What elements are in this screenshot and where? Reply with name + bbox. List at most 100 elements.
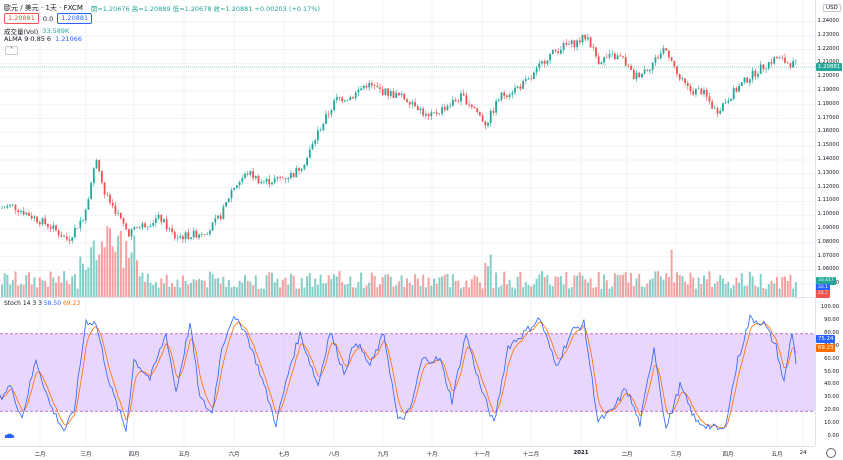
candle-body <box>244 173 246 179</box>
sell-price-button[interactable]: 1.20881 <box>4 13 39 24</box>
candle-body <box>249 171 252 175</box>
candle-body <box>33 216 36 219</box>
volume-bar <box>484 263 487 297</box>
candle-body <box>762 64 765 70</box>
volume-bar <box>527 284 530 297</box>
volume-bar <box>163 283 165 297</box>
volume-bar <box>586 282 589 297</box>
time-axis[interactable]: 二月 三月 四月 五月 六月 七月 八月 九月 十月 十一月 十二月 2021 二月 三月 四月 五月 24 <box>0 446 815 460</box>
volume-bar <box>681 276 684 297</box>
last-price-tag: 1.20881 <box>816 63 843 71</box>
candle-body <box>462 93 465 96</box>
volume-bar <box>640 286 643 297</box>
volume-bar <box>52 277 55 297</box>
volume-bar <box>308 273 311 297</box>
volume-bar <box>262 288 265 297</box>
volume-bar <box>592 287 595 297</box>
volume-bar <box>152 284 155 297</box>
candle-body <box>344 100 346 102</box>
volume-bar <box>784 276 786 297</box>
candle-body <box>697 88 700 90</box>
buy-price-button[interactable]: 1.20881 <box>57 13 93 24</box>
candle-body <box>452 99 454 106</box>
candle-body <box>119 212 122 219</box>
time-axis-label: 十月 <box>426 452 438 458</box>
time-axis-label: 五月 <box>771 452 783 458</box>
gear-icon[interactable] <box>826 448 836 458</box>
volume-bar <box>168 286 171 297</box>
cloud-icon[interactable] <box>4 433 15 439</box>
volume-bar <box>38 277 41 297</box>
candle-body <box>570 40 573 45</box>
candle-body <box>479 112 481 116</box>
volume-bar <box>100 241 103 297</box>
volume-bar <box>203 280 206 297</box>
candle-body <box>792 61 794 68</box>
candle-body <box>98 160 101 172</box>
candle-body <box>573 40 576 48</box>
candle-body <box>781 57 784 59</box>
volume-bar <box>103 247 106 297</box>
volume-bar <box>546 275 549 297</box>
candle-body <box>616 55 619 60</box>
volume-bar <box>716 281 719 297</box>
pane-separator[interactable] <box>0 297 815 298</box>
currency-badge[interactable]: USD <box>823 4 841 12</box>
volume-bar <box>465 280 468 297</box>
candle-body <box>125 223 128 230</box>
volume-bar <box>457 280 460 297</box>
candle-body <box>533 72 535 79</box>
candle-body <box>1 207 3 209</box>
candle-body <box>514 87 516 93</box>
candle-body <box>419 108 422 111</box>
volume-bar <box>306 276 309 297</box>
time-axis-label: 六月 <box>228 452 240 458</box>
collapse-legend-button[interactable]: ^ <box>5 46 18 55</box>
volume-bar <box>713 283 716 297</box>
candle-body <box>649 69 651 71</box>
volume-bar <box>1 284 3 297</box>
volume-bar <box>65 280 68 297</box>
volume-bar <box>600 288 603 297</box>
volume-bar <box>557 276 560 297</box>
volume-bar <box>252 285 255 297</box>
candle-body <box>360 88 362 90</box>
volume-bar <box>335 276 338 297</box>
volume-bar <box>146 273 149 297</box>
volume-bar <box>114 251 117 297</box>
volume-bar <box>125 241 128 297</box>
candle-body <box>3 207 6 209</box>
candle-body <box>670 57 673 61</box>
candle-body <box>784 57 786 63</box>
candle-body <box>133 227 136 230</box>
volume-bar <box>689 272 692 297</box>
volume-bar <box>141 272 144 297</box>
volume-bar <box>279 287 282 297</box>
candle-body <box>457 101 460 102</box>
price-axis-tick: 1.16000 <box>817 128 839 135</box>
candle-body <box>657 57 659 59</box>
volume-bar <box>389 276 392 297</box>
volume-bar <box>511 287 514 297</box>
volume-label[interactable]: 成交量(Vol) <box>4 28 39 36</box>
candle-body <box>157 214 160 219</box>
candle-body <box>746 77 749 83</box>
price-axis-tick: 1.14000 <box>817 156 839 162</box>
symbol-title[interactable]: 歐元 / 美元 · 1天 · FXCM <box>4 4 83 12</box>
stoch-axis-tick: 10.00 <box>824 420 839 427</box>
stoch-label[interactable]: Stoch 14 3 3 <box>4 300 42 307</box>
volume-bar <box>46 286 49 297</box>
candle-body <box>71 237 74 241</box>
candle-body <box>578 40 581 43</box>
candle-body <box>713 108 716 109</box>
candle-body <box>233 187 236 190</box>
candle-body <box>346 100 349 101</box>
candle-body <box>392 91 395 98</box>
alma-label[interactable]: ALMA 9 0.85 6 <box>4 35 52 43</box>
candle-body <box>338 97 341 98</box>
candle-body <box>484 121 487 126</box>
candle-body <box>246 173 249 175</box>
candle-body <box>546 60 549 64</box>
stoch-axis-tick: 20.00 <box>824 407 839 414</box>
